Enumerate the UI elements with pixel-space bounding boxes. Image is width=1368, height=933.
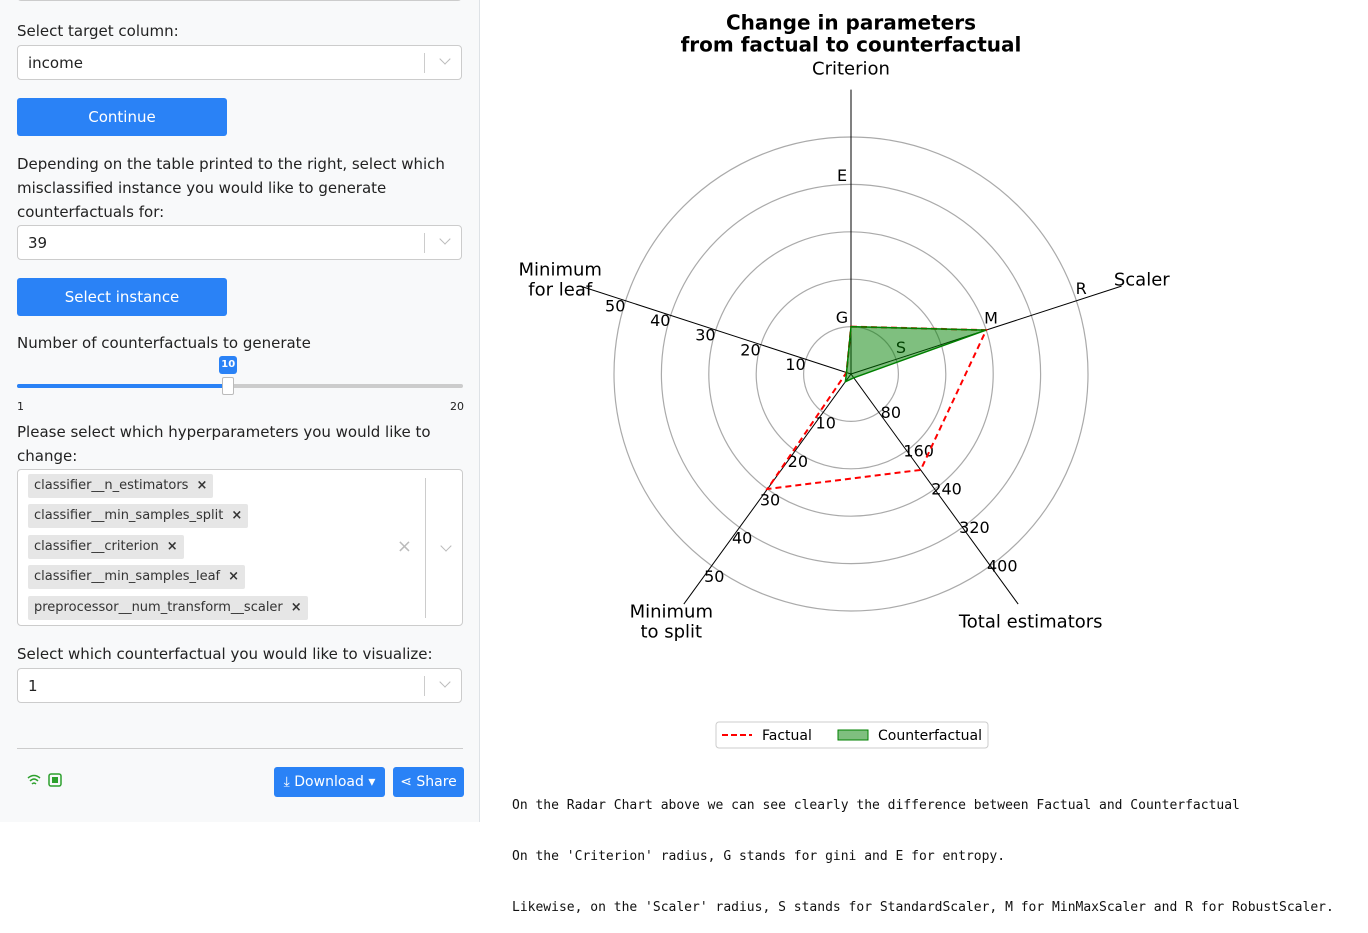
sidebar: Select target column: income Continue De… xyxy=(0,0,480,822)
axis-label: Criterion xyxy=(812,58,890,79)
divider xyxy=(17,748,463,749)
download-button[interactable]: ⤓ Download ▾ xyxy=(274,767,385,797)
tick-label: 240 xyxy=(931,480,962,499)
tick-label: 50 xyxy=(704,567,724,586)
continue-button[interactable]: Continue xyxy=(17,98,227,136)
share-button[interactable]: ⋖ Share xyxy=(393,767,464,797)
slider-value: 10 xyxy=(219,356,238,374)
slider-max: 20 xyxy=(450,400,464,413)
instance-value: 39 xyxy=(28,234,48,252)
tick-label: 50 xyxy=(605,296,625,315)
axis-label: Minimum to split xyxy=(630,601,713,642)
notes: On the Radar Chart above we can see clea… xyxy=(512,763,1334,933)
tick-label: 30 xyxy=(760,490,780,509)
instance-select[interactable]: 39 xyxy=(17,225,462,260)
tick-label: 400 xyxy=(987,556,1018,575)
hyper-tag[interactable]: classifier__n_estimators × xyxy=(28,474,214,498)
slider-min: 1 xyxy=(17,400,24,413)
slider-track[interactable] xyxy=(17,384,463,388)
tag-text: preprocessor__num_transform__scaler xyxy=(34,600,283,615)
chart-title: from factual to counterfactual xyxy=(681,33,1022,57)
tick-label: 40 xyxy=(732,529,752,548)
slider-label: Number of counterfactuals to generate xyxy=(17,334,311,352)
tick-label: G xyxy=(836,308,848,327)
visualize-value: 1 xyxy=(28,677,38,695)
tick-label: 20 xyxy=(740,340,760,359)
axis-line xyxy=(850,373,1019,605)
download-text: Download xyxy=(294,774,364,790)
hyper-tag[interactable]: classifier__min_samples_leaf × xyxy=(28,565,246,589)
tick-label: 10 xyxy=(785,355,805,374)
tick-label: 30 xyxy=(695,326,715,345)
chart-title: Change in parameters xyxy=(726,11,976,35)
tick-label: 10 xyxy=(816,414,836,433)
hyper-tag[interactable]: preprocessor__num_transform__scaler × xyxy=(28,596,308,620)
axis-label: Scaler xyxy=(1114,270,1170,291)
visualize-label: Select which counterfactual you would li… xyxy=(17,645,433,663)
tag-text: classifier__criterion xyxy=(34,539,159,554)
page: Select target column: income Continue De… xyxy=(0,0,1334,915)
legend-label: Counterfactual xyxy=(878,728,982,744)
legend-label: Factual xyxy=(762,728,812,744)
tick-label: 320 xyxy=(959,518,990,537)
slider-fill xyxy=(17,384,229,388)
note-line: Likewise, on the 'Scaler' radius, S stan… xyxy=(512,900,1334,915)
slider-thumb[interactable] xyxy=(222,377,235,395)
hyper-tag[interactable]: classifier__min_samples_split × xyxy=(28,504,249,528)
axis-label: Minimum for leaf xyxy=(519,260,602,301)
hyper-tag[interactable]: classifier__criterion × xyxy=(28,535,184,559)
counterfactual-area xyxy=(844,325,987,383)
tick-label: 20 xyxy=(788,452,808,471)
select-instance-button[interactable]: Select instance xyxy=(17,278,227,316)
target-label: Select target column: xyxy=(17,22,179,40)
axis-label: Total estimators xyxy=(958,611,1103,632)
instance-label: Depending on the table printed to the ri… xyxy=(17,155,445,221)
axis-line xyxy=(580,285,852,375)
status-icons xyxy=(27,773,62,787)
note-line: On the Radar Chart above we can see clea… xyxy=(512,798,1240,813)
note-line: On the 'Criterion' radius, G stands for … xyxy=(512,849,1006,864)
hyper-label: Please select which hyperparameters you … xyxy=(17,423,431,465)
tick-label: 80 xyxy=(881,403,901,422)
tick-label: 160 xyxy=(903,441,934,460)
tick-label: 40 xyxy=(650,311,670,330)
tick-label: M xyxy=(984,309,998,328)
visualize-select[interactable]: 1 xyxy=(17,668,462,703)
legend-swatch xyxy=(837,729,869,741)
tag-text: classifier__min_samples_split xyxy=(34,508,224,523)
previous-select[interactable] xyxy=(17,0,462,1)
target-select[interactable]: income xyxy=(17,45,462,80)
tag-text: classifier__n_estimators xyxy=(34,478,189,493)
tag-text: classifier__min_samples_leaf xyxy=(34,569,221,584)
share-text: Share xyxy=(416,774,457,790)
tick-label: E xyxy=(837,166,847,185)
tick-label: R xyxy=(1076,279,1087,298)
target-value: income xyxy=(28,54,83,72)
